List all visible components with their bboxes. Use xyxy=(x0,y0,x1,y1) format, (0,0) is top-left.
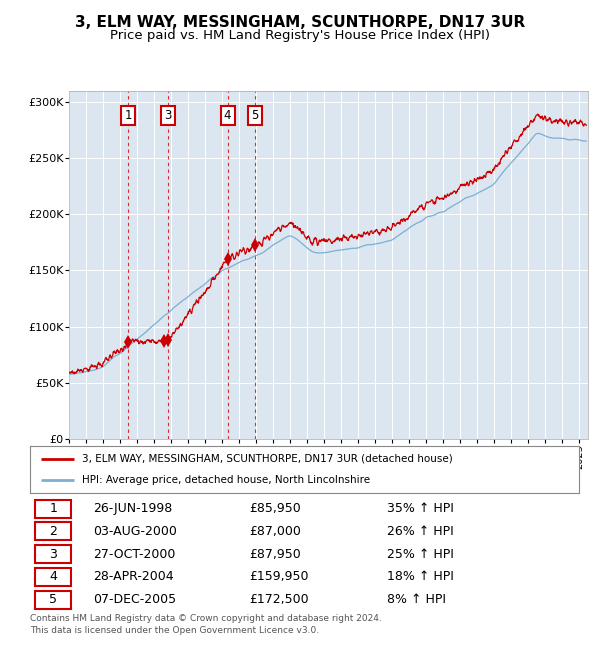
Text: 3: 3 xyxy=(164,109,172,122)
Text: 28-APR-2004: 28-APR-2004 xyxy=(93,571,174,584)
FancyBboxPatch shape xyxy=(35,545,71,563)
Text: 4: 4 xyxy=(224,109,232,122)
Text: Contains HM Land Registry data © Crown copyright and database right 2024.
This d: Contains HM Land Registry data © Crown c… xyxy=(30,614,382,635)
Text: 35% ↑ HPI: 35% ↑ HPI xyxy=(387,502,454,515)
FancyBboxPatch shape xyxy=(35,499,71,517)
Text: 18% ↑ HPI: 18% ↑ HPI xyxy=(387,571,454,584)
Text: 2: 2 xyxy=(49,525,57,538)
Text: £87,000: £87,000 xyxy=(250,525,301,538)
Text: 25% ↑ HPI: 25% ↑ HPI xyxy=(387,547,454,560)
Text: 3, ELM WAY, MESSINGHAM, SCUNTHORPE, DN17 3UR: 3, ELM WAY, MESSINGHAM, SCUNTHORPE, DN17… xyxy=(75,15,525,30)
Text: 3, ELM WAY, MESSINGHAM, SCUNTHORPE, DN17 3UR (detached house): 3, ELM WAY, MESSINGHAM, SCUNTHORPE, DN17… xyxy=(82,454,453,463)
Text: 26-JUN-1998: 26-JUN-1998 xyxy=(93,502,172,515)
FancyBboxPatch shape xyxy=(35,568,71,586)
Text: 5: 5 xyxy=(49,593,58,606)
Text: 3: 3 xyxy=(49,547,57,560)
Text: 5: 5 xyxy=(251,109,259,122)
Text: £85,950: £85,950 xyxy=(250,502,301,515)
Text: £172,500: £172,500 xyxy=(250,593,309,606)
Text: 1: 1 xyxy=(124,109,132,122)
FancyBboxPatch shape xyxy=(35,591,71,608)
Text: 27-OCT-2000: 27-OCT-2000 xyxy=(93,547,176,560)
Text: Price paid vs. HM Land Registry's House Price Index (HPI): Price paid vs. HM Land Registry's House … xyxy=(110,29,490,42)
Text: 07-DEC-2005: 07-DEC-2005 xyxy=(93,593,176,606)
FancyBboxPatch shape xyxy=(35,523,71,541)
Text: 26% ↑ HPI: 26% ↑ HPI xyxy=(387,525,454,538)
Text: 03-AUG-2000: 03-AUG-2000 xyxy=(93,525,177,538)
Text: £87,950: £87,950 xyxy=(250,547,301,560)
Text: 1: 1 xyxy=(49,502,57,515)
Text: 4: 4 xyxy=(49,571,57,584)
Text: £159,950: £159,950 xyxy=(250,571,309,584)
Text: HPI: Average price, detached house, North Lincolnshire: HPI: Average price, detached house, Nort… xyxy=(82,475,370,485)
Text: 8% ↑ HPI: 8% ↑ HPI xyxy=(387,593,446,606)
